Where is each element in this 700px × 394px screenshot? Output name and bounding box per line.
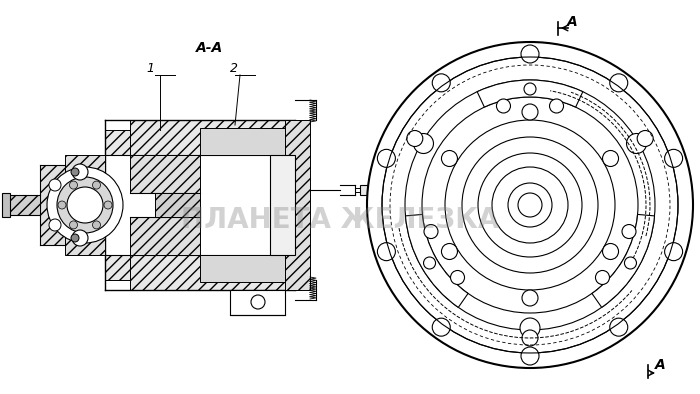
Circle shape (407, 130, 423, 147)
Circle shape (451, 270, 465, 284)
Circle shape (67, 187, 103, 223)
Text: ПЛАНЕТА ЖЕЛЕЗКА: ПЛАНЕТА ЖЕЛЕЗКА (181, 206, 499, 234)
Circle shape (405, 80, 655, 330)
Polygon shape (40, 165, 65, 245)
Polygon shape (5, 195, 40, 215)
Circle shape (377, 243, 395, 261)
Circle shape (603, 243, 619, 260)
Circle shape (445, 120, 615, 290)
Circle shape (72, 164, 88, 180)
Circle shape (49, 219, 61, 231)
Circle shape (462, 137, 598, 273)
Text: A: A (654, 358, 666, 372)
Circle shape (69, 221, 78, 229)
Circle shape (72, 230, 88, 246)
Circle shape (610, 74, 628, 92)
Polygon shape (105, 255, 130, 280)
Circle shape (508, 183, 552, 227)
Circle shape (442, 151, 458, 167)
Bar (360, 185, 375, 195)
Circle shape (550, 99, 564, 113)
Circle shape (522, 290, 538, 306)
Polygon shape (230, 290, 285, 315)
Polygon shape (105, 130, 130, 155)
Polygon shape (155, 193, 200, 217)
Circle shape (71, 234, 79, 242)
Circle shape (522, 104, 538, 120)
Circle shape (664, 149, 682, 167)
Polygon shape (270, 155, 295, 255)
Circle shape (432, 318, 450, 336)
Text: A: A (566, 15, 578, 29)
Circle shape (521, 347, 539, 365)
Polygon shape (200, 128, 285, 155)
Circle shape (522, 330, 538, 346)
Circle shape (71, 168, 79, 176)
Circle shape (478, 153, 582, 257)
Circle shape (596, 270, 610, 284)
Text: 2: 2 (230, 61, 238, 74)
Circle shape (624, 257, 636, 269)
Circle shape (377, 149, 395, 167)
Polygon shape (285, 120, 310, 290)
Circle shape (69, 181, 78, 189)
Circle shape (520, 318, 540, 338)
Polygon shape (65, 155, 105, 255)
Polygon shape (2, 193, 10, 217)
Circle shape (496, 99, 510, 113)
Circle shape (664, 243, 682, 261)
Circle shape (251, 295, 265, 309)
Wedge shape (477, 80, 583, 107)
Circle shape (104, 201, 112, 209)
Circle shape (58, 201, 66, 209)
Polygon shape (130, 120, 295, 155)
Circle shape (622, 225, 636, 238)
Circle shape (626, 134, 647, 154)
Text: 1: 1 (146, 61, 154, 74)
Circle shape (610, 318, 628, 336)
Circle shape (367, 42, 693, 368)
Wedge shape (592, 214, 654, 307)
Polygon shape (130, 155, 200, 193)
Wedge shape (405, 214, 468, 307)
Circle shape (57, 177, 113, 233)
Circle shape (432, 74, 450, 92)
Circle shape (424, 257, 435, 269)
Circle shape (382, 57, 678, 353)
Circle shape (49, 179, 61, 191)
Circle shape (637, 130, 653, 147)
Polygon shape (130, 217, 200, 255)
Circle shape (424, 225, 438, 238)
Polygon shape (130, 255, 295, 290)
Circle shape (603, 151, 619, 167)
Circle shape (92, 181, 101, 189)
Circle shape (524, 83, 536, 95)
Circle shape (92, 221, 101, 229)
Circle shape (47, 167, 123, 243)
Text: A-A: A-A (197, 41, 223, 55)
Circle shape (422, 97, 638, 313)
Polygon shape (200, 255, 285, 282)
Circle shape (521, 45, 539, 63)
Circle shape (414, 134, 433, 154)
Circle shape (442, 243, 458, 260)
